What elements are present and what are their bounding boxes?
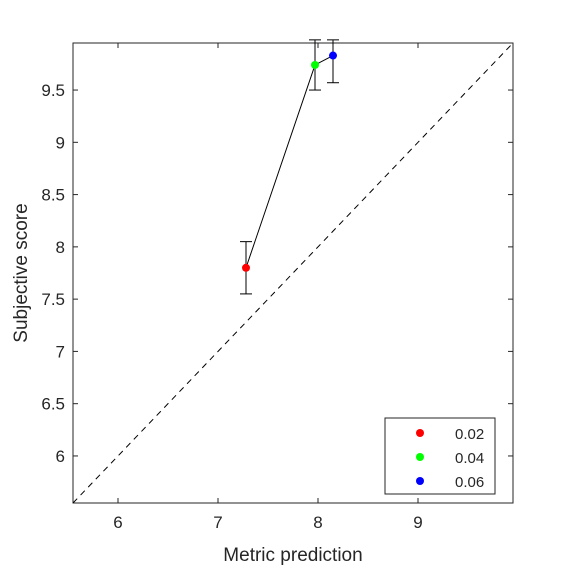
- x-tick-label: 8: [313, 513, 322, 532]
- y-tick-label: 8: [56, 238, 65, 257]
- legend-label: 0.04: [455, 450, 484, 467]
- x-tick-label: 6: [113, 513, 122, 532]
- y-tick-label: 7: [56, 342, 65, 361]
- y-tick-label: 8.5: [41, 186, 65, 205]
- reference-line: [73, 43, 513, 503]
- y-axis-label: Subjective score: [11, 203, 32, 342]
- x-tick-label: 7: [213, 513, 222, 532]
- data-point: [242, 263, 250, 272]
- legend-marker: [416, 477, 424, 485]
- y-tick-label: 9.5: [41, 81, 65, 100]
- legend-marker: [416, 429, 424, 437]
- y-tick-label: 7.5: [41, 290, 65, 309]
- legend-marker: [416, 453, 424, 461]
- y-tick-label: 6.5: [41, 395, 65, 414]
- legend-label: 0.02: [455, 426, 484, 443]
- data-point: [329, 51, 337, 60]
- legend-label: 0.06: [455, 474, 484, 491]
- y-tick-label: 6: [56, 447, 65, 466]
- y-tick-label: 9: [56, 133, 65, 152]
- legend-box: [384, 417, 496, 495]
- x-axis-label: Metric prediction: [223, 545, 362, 566]
- data-point: [311, 60, 319, 69]
- x-tick-label: 9: [413, 513, 422, 532]
